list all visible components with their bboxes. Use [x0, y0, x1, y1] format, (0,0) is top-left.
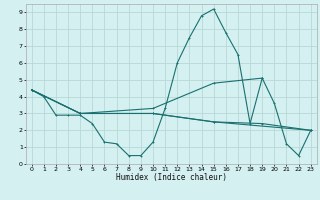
X-axis label: Humidex (Indice chaleur): Humidex (Indice chaleur) [116, 173, 227, 182]
